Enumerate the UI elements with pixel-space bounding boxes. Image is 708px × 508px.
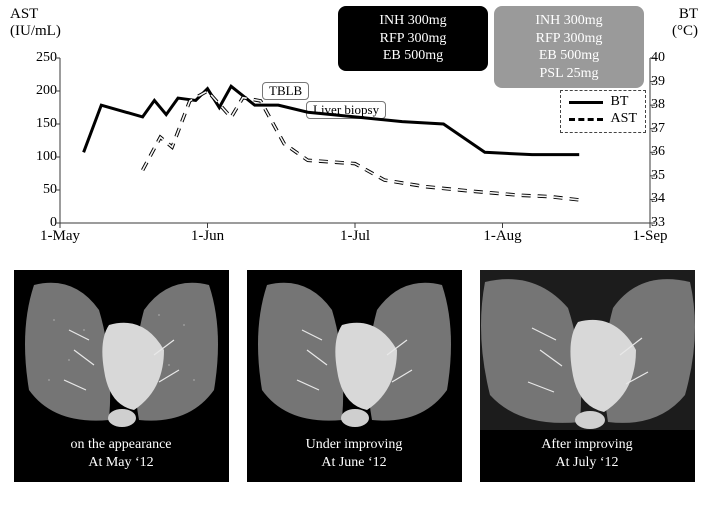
ct-caption-line1: Under improving — [251, 436, 458, 454]
y-left-title-2: (IU/mL) — [10, 23, 61, 40]
y-right-ticks: 3334353637383940 — [651, 58, 686, 223]
ct-scan-icon — [480, 270, 695, 430]
ct-panel-july: After improving At July ‘12 — [480, 270, 695, 482]
ct-caption: Under improving At June ‘12 — [247, 430, 462, 482]
med-line: INH 300mg — [508, 12, 630, 30]
ct-scan-row: on the appearance At May ‘12 Under impro… — [8, 270, 700, 482]
y-left-title: AST (IU/mL) — [10, 6, 61, 41]
med-line: RFP 300mg — [352, 30, 474, 48]
ct-image — [14, 270, 229, 430]
med-line: INH 300mg — [352, 12, 474, 30]
ct-caption-line2: At July ‘12 — [484, 454, 691, 472]
med-line: RFP 300mg — [508, 30, 630, 48]
ct-caption-line1: After improving — [484, 436, 691, 454]
ct-caption-line2: At May ‘12 — [18, 454, 225, 472]
y-left-ticks: 050100150200250 — [22, 58, 57, 223]
plot-svg — [60, 58, 650, 223]
ct-scan-icon — [14, 270, 229, 430]
ct-image — [480, 270, 695, 430]
ct-scan-icon — [247, 270, 462, 430]
ast-series-line-inner — [143, 91, 580, 200]
ct-caption: After improving At July ‘12 — [480, 430, 695, 482]
ct-image — [247, 270, 462, 430]
y-right-title-1: BT — [672, 6, 698, 23]
ct-panel-june: Under improving At June ‘12 — [247, 270, 462, 482]
bt-series-line — [84, 86, 580, 154]
ct-caption: on the appearance At May ‘12 — [14, 430, 229, 482]
timeline-chart: AST (IU/mL) BT (°C) 050100150200250 3334… — [0, 0, 708, 300]
ct-caption-line2: At June ‘12 — [251, 454, 458, 472]
y-right-title-2: (°C) — [672, 23, 698, 40]
ct-panel-may: on the appearance At May ‘12 — [14, 270, 229, 482]
y-left-title-1: AST — [10, 6, 61, 23]
ast-series-line — [143, 91, 580, 200]
clinical-course-figure: AST (IU/mL) BT (°C) 050100150200250 3334… — [0, 0, 708, 508]
y-right-title: BT (°C) — [672, 6, 698, 41]
plot-area — [60, 58, 650, 223]
ct-caption-line1: on the appearance — [18, 436, 225, 454]
